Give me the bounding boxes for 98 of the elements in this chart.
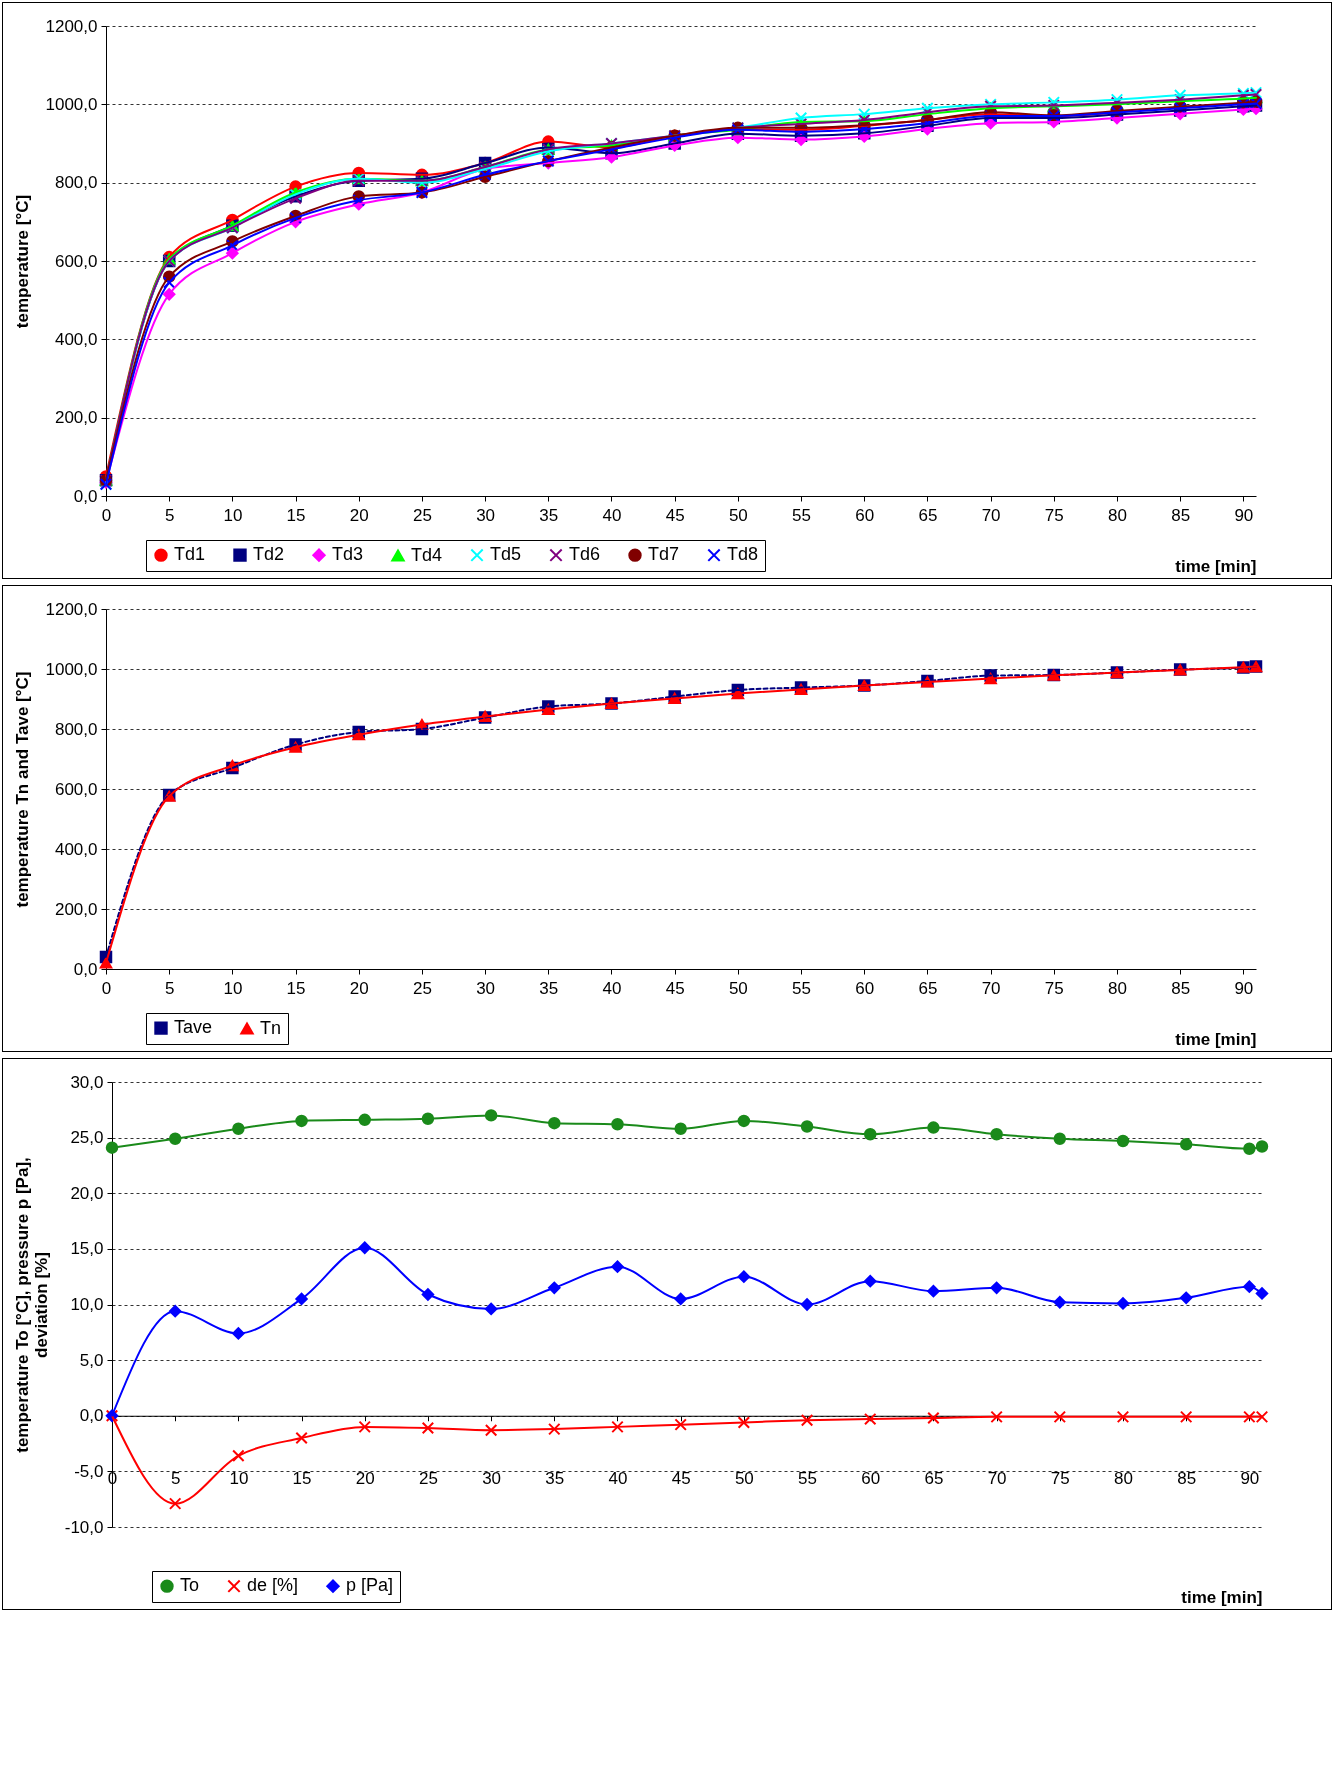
x-tick-label: 75 <box>1044 978 1064 998</box>
x-tick-label: 35 <box>545 1469 565 1489</box>
x-tick-label: 20 <box>349 505 369 525</box>
x-tick-label: 15 <box>292 1469 312 1489</box>
x-tick-label: 65 <box>924 1469 944 1489</box>
x-tick-label: 35 <box>539 978 559 998</box>
y-tick-label: 1000,0 <box>45 659 98 679</box>
x-tick-label: 15 <box>286 978 306 998</box>
y-tick-label: 800,0 <box>54 173 98 193</box>
y-tick-label: -10,0 <box>64 1517 104 1537</box>
x-tick-label: 60 <box>855 505 875 525</box>
x-tick-label: 85 <box>1177 1469 1197 1489</box>
y-tick-label: 30,0 <box>70 1072 104 1092</box>
y-axis-title: temperature Tn and Tave [°C] <box>12 671 32 908</box>
x-tick-label: 50 <box>734 1469 754 1489</box>
y-tick-label: 25,0 <box>70 1128 104 1148</box>
legend-label: Tn <box>260 1017 282 1038</box>
y-tick-label: 0,0 <box>73 959 98 979</box>
x-tick-label: 45 <box>665 978 685 998</box>
x-tick-label: 10 <box>223 505 243 525</box>
x-tick-label: 10 <box>229 1469 249 1489</box>
x-tick-label: 85 <box>1171 978 1191 998</box>
x-tick-label: 10 <box>223 978 243 998</box>
x-tick-label: 90 <box>1234 978 1254 998</box>
legend-label: Td4 <box>411 544 443 565</box>
x-tick-label: 30 <box>476 505 496 525</box>
y-tick-label: 10,0 <box>70 1295 104 1314</box>
x-tick-label: 60 <box>855 978 875 998</box>
x-tick-label: 45 <box>671 1469 691 1489</box>
x-tick-label: 50 <box>728 978 748 998</box>
x-tick-label: 90 <box>1240 1469 1260 1489</box>
x-tick-label: 5 <box>164 505 175 525</box>
y-tick-label: 15,0 <box>70 1239 104 1259</box>
y-tick-label: 0,0 <box>73 486 98 506</box>
y-tick-label: 600,0 <box>54 779 98 799</box>
legend-label: de [%] <box>247 1575 299 1596</box>
x-axis-title: time [min] <box>1181 1587 1263 1607</box>
y-tick-label: 1200,0 <box>45 599 98 619</box>
x-tick-label: 20 <box>355 1469 375 1489</box>
legend-label: To <box>180 1575 200 1596</box>
x-axis-title: time [min] <box>1175 556 1257 576</box>
legend-label: Td1 <box>174 544 206 565</box>
x-tick-label: 25 <box>418 1469 438 1489</box>
x-tick-label: 35 <box>539 505 559 525</box>
y-tick-label: 1200,0 <box>45 16 98 36</box>
y-tick-label: 0,0 <box>79 1406 104 1426</box>
x-tick-label: 50 <box>728 505 748 525</box>
legend-label: Td8 <box>727 544 759 565</box>
legend-label: Td2 <box>253 544 285 565</box>
y-tick-label: 200,0 <box>54 408 98 428</box>
y-axis-title: temperature To [°C], pressure p [Pa], deviation [%] <box>12 1157 51 1453</box>
legend-label: Td5 <box>490 544 522 565</box>
x-tick-label: 5 <box>170 1469 181 1489</box>
x-tick-label: 45 <box>665 505 685 525</box>
x-tick-label: 5 <box>164 978 175 998</box>
x-tick-label: 80 <box>1108 505 1127 525</box>
x-tick-label: 70 <box>981 978 1001 998</box>
x-tick-label: 25 <box>412 978 432 998</box>
y-tick-label: 1000,0 <box>45 94 98 114</box>
x-tick-label: 30 <box>476 978 496 998</box>
legend-label: Td6 <box>569 544 601 565</box>
y-tick-label: 5,0 <box>79 1350 104 1370</box>
x-tick-label: 60 <box>861 1469 881 1489</box>
x-tick-label: 70 <box>987 1469 1007 1489</box>
legend-label: p [Pa] <box>346 1575 394 1596</box>
x-tick-label: 80 <box>1108 978 1127 998</box>
x-tick-label: 70 <box>981 505 1001 525</box>
x-tick-label: 55 <box>792 505 812 525</box>
y-axis-title: temperature [°C] <box>12 194 32 329</box>
x-tick-label: 80 <box>1114 1469 1133 1489</box>
y-tick-label: 800,0 <box>54 719 98 739</box>
x-tick-label: 30 <box>482 1469 502 1489</box>
y-tick-label: 600,0 <box>54 251 98 271</box>
legend-label: Tave <box>174 1017 213 1038</box>
x-tick-label: 90 <box>1234 505 1254 525</box>
x-tick-label: 40 <box>602 978 622 998</box>
x-tick-label: 55 <box>798 1469 818 1489</box>
x-axis-title: time [min] <box>1175 1029 1257 1049</box>
y-tick-label: 400,0 <box>54 329 98 349</box>
legend-label: Td7 <box>648 544 680 565</box>
y-tick-label: -5,0 <box>74 1461 104 1481</box>
legend-label: Td3 <box>332 544 364 565</box>
y-tick-label: 400,0 <box>54 839 98 859</box>
x-tick-label: 65 <box>918 505 938 525</box>
x-tick-label: 75 <box>1050 1469 1070 1489</box>
x-tick-label: 55 <box>792 978 812 998</box>
x-tick-label: 85 <box>1171 505 1191 525</box>
x-tick-label: 0 <box>101 505 112 525</box>
x-tick-label: 25 <box>412 505 432 525</box>
x-tick-label: 65 <box>918 978 938 998</box>
y-tick-label: 20,0 <box>70 1183 104 1203</box>
x-tick-label: 0 <box>101 978 112 998</box>
x-tick-label: 40 <box>608 1469 628 1489</box>
y-tick-label: 200,0 <box>54 899 98 919</box>
x-tick-label: 15 <box>286 505 306 525</box>
x-tick-label: 40 <box>602 505 622 525</box>
x-tick-label: 75 <box>1044 505 1064 525</box>
x-tick-label: 20 <box>349 978 369 998</box>
